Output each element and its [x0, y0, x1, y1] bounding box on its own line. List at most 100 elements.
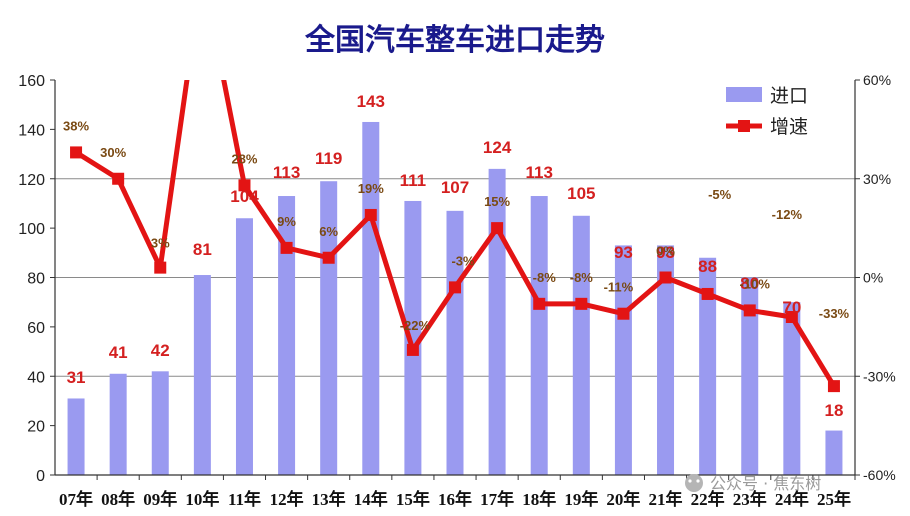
growth-value-label: 38%: [63, 118, 89, 133]
x-tick-label: 10年: [185, 489, 219, 509]
line-series: [70, 80, 840, 393]
bar-value-label: 143: [357, 92, 385, 111]
y-left-tick-label: 20: [27, 419, 45, 436]
legend-line-label: 增速: [770, 116, 808, 138]
bar-series: [67, 121, 843, 475]
growth-value-label: 30%: [100, 145, 126, 160]
growth-marker: [112, 172, 125, 185]
x-tick-label: 15年: [396, 489, 430, 509]
bar-value-label: 105: [567, 184, 595, 203]
bar: [193, 275, 211, 475]
y-left-tick-label: 100: [18, 221, 45, 238]
bar-value-label: 113: [273, 163, 300, 182]
growth-marker: [364, 208, 377, 221]
growth-value-label: -10%: [740, 276, 771, 291]
bar-value-label: 80: [740, 274, 759, 293]
growth-marker: [491, 222, 504, 235]
bar-value-label: 41: [109, 343, 128, 362]
x-tick-label: 16年: [438, 489, 472, 509]
bar: [446, 210, 464, 475]
growth-marker: [701, 287, 714, 300]
growth-marker: [533, 297, 546, 310]
y-right-tick-label: 30%: [863, 171, 891, 187]
y-left-tick-label: 40: [27, 369, 45, 386]
growth-value-label: -8%: [533, 270, 557, 285]
data-labels: 31 41 42 81 104 113 119 143 111 107 124 113 105 93 93 8…: [63, 92, 850, 420]
bar: [783, 302, 801, 475]
growth-marker: [154, 261, 167, 274]
y-left-tick-label: 60: [27, 320, 45, 337]
x-tick-label: 17年: [480, 489, 514, 509]
growth-marker: [617, 307, 630, 320]
growth-value-label: 3%: [151, 236, 170, 251]
wechat-icon-eye-right: [696, 479, 700, 483]
bar-value-label: 93: [656, 243, 675, 262]
bar-value-label: 31: [67, 368, 86, 387]
growth-marker: [659, 271, 672, 284]
bar-value-label: 104: [230, 187, 259, 206]
x-tick-label: 14年: [354, 489, 388, 509]
growth-value-label: -8%: [570, 270, 594, 285]
growth-value-label: 28%: [231, 151, 257, 166]
growth-value-label: 15%: [484, 194, 510, 209]
wechat-icon-eye-left: [688, 479, 692, 483]
growth-marker: [827, 380, 840, 393]
growth-value-label: 6%: [319, 224, 338, 239]
growth-value-label: 0%: [656, 244, 675, 259]
growth-marker: [449, 281, 461, 294]
bar-value-label: 119: [315, 149, 342, 168]
growth-marker: [743, 304, 756, 317]
bar-value-label: 107: [441, 178, 469, 197]
bar: [699, 257, 717, 475]
x-tick-label: 24年: [775, 489, 809, 509]
bar: [278, 196, 296, 475]
bar: [825, 430, 843, 475]
growth-marker: [575, 297, 588, 310]
legend-line-marker: [738, 120, 750, 132]
bar-value-label: 18: [824, 401, 843, 420]
y-left-tick-label: 140: [18, 122, 45, 139]
y-left-tick-label: 80: [27, 271, 45, 288]
axes: 0 20 40 60 80 100 120 140 160 -60% -30% 0% 30% 60% 07年…: [18, 72, 895, 509]
y-right-tick-label: -30%: [863, 368, 896, 384]
bar-value-label: 113: [525, 163, 552, 182]
growth-value-label: -22%: [400, 318, 431, 333]
growth-value-label: -12%: [772, 207, 803, 222]
x-tick-label: 07年: [59, 489, 93, 509]
bar-value-label: 70: [782, 298, 801, 317]
growth-marker: [322, 251, 335, 264]
growth-marker: [785, 311, 798, 323]
x-tick-label: 09年: [143, 489, 177, 509]
growth-marker: [406, 343, 419, 356]
y-left-tick-label: 120: [18, 172, 45, 189]
wechat-icon: [685, 474, 703, 492]
bar-value-label: 42: [151, 341, 170, 360]
y-left-tick-label: 160: [18, 73, 45, 90]
bar: [741, 277, 759, 475]
bar-value-label: 81: [193, 240, 212, 259]
y-right-tick-label: 60%: [863, 72, 891, 88]
growth-marker: [280, 241, 293, 254]
bar-value-label: 93: [614, 243, 633, 262]
bar: [488, 168, 506, 475]
bar: [362, 121, 380, 475]
legend: 进口 增速: [726, 85, 808, 138]
x-tick-label: 23年: [733, 489, 767, 509]
y-right-tick-label: -60%: [863, 467, 896, 483]
bar: [530, 196, 548, 475]
growth-marker: [70, 146, 83, 159]
bar: [109, 373, 127, 475]
x-tick-label: 12年: [270, 489, 304, 509]
growth-value-label: -33%: [819, 306, 850, 321]
x-tick-label: 18年: [522, 489, 556, 509]
x-tick-label: 08年: [101, 489, 135, 509]
bar-value-label: 88: [698, 257, 717, 276]
y-right-tick-label: 0%: [863, 270, 883, 286]
watermark-text: 公众号 · 焦东树: [710, 474, 821, 493]
bar: [235, 218, 253, 475]
growth-value-label: 9%: [277, 214, 296, 229]
bar: [657, 245, 675, 475]
x-tick-label: 20年: [606, 489, 640, 509]
